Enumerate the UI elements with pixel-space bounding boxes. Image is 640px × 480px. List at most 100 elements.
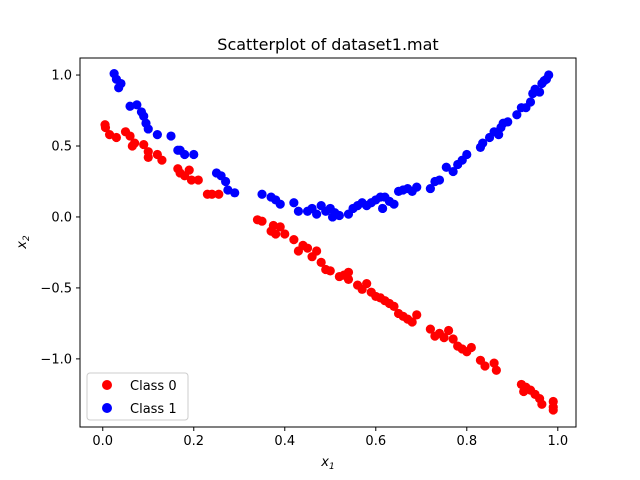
- data-point-class-1: [534, 87, 545, 97]
- x-tick-label: 0.0: [92, 434, 113, 449]
- data-point-class-1: [448, 166, 458, 177]
- data-point-class-0: [412, 310, 422, 320]
- data-point-class-1: [389, 199, 399, 209]
- data-point-class-1: [257, 189, 267, 199]
- data-point-class-1: [494, 130, 504, 140]
- data-point-class-1: [275, 199, 285, 209]
- data-point-class-1: [293, 206, 304, 216]
- data-point-class-1: [544, 70, 554, 80]
- series-class-0: [100, 120, 558, 415]
- y-tick-label: −0.5: [40, 281, 72, 296]
- x-tick-label: 0.8: [456, 434, 477, 449]
- data-point-class-0: [537, 399, 547, 409]
- series-class-1: [109, 69, 554, 222]
- data-point-class-0: [491, 365, 501, 375]
- x-tick-label: 0.2: [183, 434, 204, 449]
- x-tick-label: 1.0: [547, 434, 568, 449]
- plot-area: [79, 57, 577, 428]
- legend-marker-class-0: [102, 380, 112, 390]
- data-point-class-0: [271, 229, 281, 239]
- y-axis-label-main: x: [15, 241, 30, 250]
- x-axis: 0.0 0.2 0.4 0.6 0.8 1.0: [92, 427, 568, 449]
- data-point-class-0: [548, 405, 558, 415]
- data-point-class-0: [275, 222, 285, 232]
- data-point-class-0: [443, 325, 454, 336]
- x-axis-label-sub: 1: [329, 462, 335, 472]
- data-point-class-0: [439, 332, 449, 343]
- data-point-class-1: [289, 198, 299, 208]
- data-point-class-0: [130, 138, 140, 148]
- y-tick-label: 1.0: [51, 69, 72, 84]
- y-axis-label-sub: 2: [22, 235, 32, 241]
- chart-title: Scatterplot of dataset1.mat: [217, 35, 438, 54]
- legend-label-class-1: Class 1: [130, 402, 177, 417]
- data-point-class-0: [362, 279, 372, 289]
- data-point-class-0: [257, 216, 267, 226]
- legend-box: [86, 372, 189, 421]
- data-point-class-1: [152, 130, 162, 140]
- plot-frame: [79, 57, 577, 428]
- data-point-class-1: [525, 97, 536, 107]
- data-point-class-0: [325, 266, 335, 276]
- data-point-class-0: [389, 301, 399, 311]
- data-point-class-1: [230, 188, 240, 198]
- data-point-class-0: [480, 361, 490, 371]
- y-axis-label: x2: [15, 235, 32, 250]
- data-point-class-0: [184, 165, 194, 175]
- data-point-class-1: [143, 124, 153, 134]
- x-axis-label-main: x: [320, 455, 329, 470]
- data-point-class-1: [503, 117, 513, 127]
- data-point-class-0: [268, 220, 278, 231]
- legend-marker-class-1: [102, 403, 112, 413]
- legend: Class 0 Class 1: [86, 372, 189, 421]
- data-point-class-1: [312, 209, 322, 219]
- y-tick-label: −1.0: [40, 352, 72, 367]
- data-point-class-0: [312, 246, 322, 256]
- data-point-class-0: [186, 175, 197, 185]
- data-point-class-1: [180, 149, 190, 160]
- data-point-class-1: [221, 176, 231, 187]
- data-point-class-0: [289, 235, 299, 245]
- data-point-class-0: [343, 274, 354, 284]
- data-point-class-0: [139, 139, 149, 150]
- data-point-class-0: [193, 175, 203, 185]
- data-point-class-1: [425, 183, 435, 194]
- data-point-class-1: [512, 110, 522, 120]
- data-point-class-1: [462, 149, 472, 160]
- data-point-class-1: [166, 131, 176, 141]
- data-point-class-1: [434, 175, 445, 185]
- data-point-class-1: [116, 78, 126, 89]
- data-point-class-1: [412, 182, 422, 192]
- data-point-class-0: [489, 358, 499, 368]
- legend-label-class-0: Class 0: [130, 379, 177, 394]
- y-tick-label: 0.0: [51, 210, 72, 225]
- x-tick-label: 0.4: [274, 434, 295, 449]
- data-point-class-1: [478, 138, 488, 148]
- y-axis: −1.0 −0.5 0.0 0.5 1.0: [40, 69, 80, 367]
- data-point-class-0: [316, 257, 326, 267]
- data-point-class-1: [125, 101, 135, 111]
- points-layer: [100, 69, 558, 415]
- data-point-class-0: [280, 229, 290, 239]
- data-point-class-0: [100, 122, 111, 133]
- data-point-class-0: [125, 131, 135, 141]
- data-point-class-0: [207, 189, 217, 199]
- data-point-class-1: [132, 100, 142, 110]
- data-point-class-1: [334, 210, 344, 221]
- data-point-class-0: [407, 317, 417, 327]
- data-point-class-1: [139, 111, 149, 121]
- data-point-class-0: [448, 334, 458, 344]
- data-point-class-0: [302, 243, 313, 253]
- data-point-class-0: [143, 152, 153, 162]
- data-point-class-0: [214, 189, 224, 199]
- data-point-class-0: [157, 155, 167, 165]
- y-tick-label: 0.5: [51, 139, 72, 154]
- x-axis-label: x1: [320, 455, 334, 472]
- data-point-class-1: [189, 149, 199, 160]
- data-point-class-0: [425, 324, 435, 334]
- data-point-class-1: [441, 162, 451, 172]
- x-tick-label: 0.6: [365, 434, 386, 449]
- data-point-class-0: [466, 342, 476, 353]
- data-point-class-1: [378, 203, 388, 214]
